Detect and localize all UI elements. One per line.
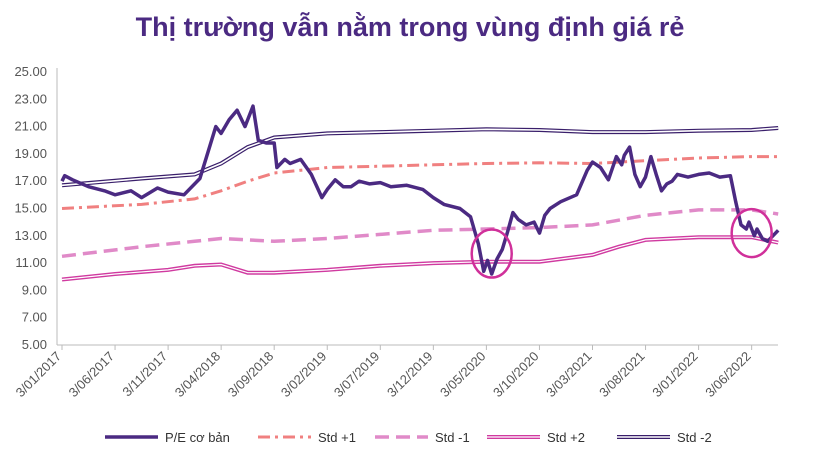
legend-label: Std -1 — [435, 430, 470, 445]
x-tick-label: 3/08/2021 — [596, 349, 648, 401]
y-tick-label: 25.00 — [14, 64, 47, 79]
y-tick-label: 21.00 — [14, 119, 47, 134]
x-tick-label: 3/03/2021 — [543, 349, 595, 401]
legend-item-std-plus1: Std +1 — [258, 430, 356, 445]
x-tick-labels: 3/01/2017 3/06/2017 3/11/2017 3/04/2018 3/09… — [13, 345, 754, 400]
legend-item-std-minus1: Std -1 — [375, 430, 470, 445]
legend-label: Std +1 — [318, 430, 356, 445]
x-tick-label: 3/11/2017 — [119, 349, 170, 400]
series-line-std-minus1 — [61, 208, 779, 259]
y-tick-label: 7.00 — [22, 310, 47, 325]
x-tick-label: 3/06/2017 — [66, 349, 118, 401]
series-line-std-minus2 — [61, 126, 779, 188]
chart-title: Thị trường vẫn nằm trong vùng định giá r… — [135, 12, 685, 42]
x-tick-label: 3/05/2020 — [437, 349, 489, 401]
y-tick-label: 23.00 — [14, 91, 47, 106]
x-tick-label: 3/09/2018 — [225, 349, 277, 401]
y-tick-labels: 25.00 23.00 21.00 19.00 17.00 15.00 13.00 11.00… — [14, 64, 47, 352]
y-tick-label: 17.00 — [14, 173, 47, 188]
y-tick-label: 5.00 — [22, 337, 47, 352]
x-tick-label: 3/01/2022 — [649, 349, 701, 401]
legend-label: Std +2 — [547, 430, 585, 445]
series-line-std-plus2 — [61, 235, 779, 282]
x-tick-label: 3/02/2019 — [278, 349, 330, 401]
x-tick-label: 3/12/2019 — [384, 349, 436, 401]
legend-item-pe: P/E cơ bản — [105, 430, 230, 445]
legend-item-std-plus2: Std +2 — [487, 430, 585, 445]
x-tick-label: 3/06/2022 — [702, 349, 754, 401]
series-line-pe — [60, 104, 780, 276]
x-tick-label: 3/10/2020 — [490, 349, 542, 401]
y-tick-label: 19.00 — [14, 146, 47, 161]
legend-item-std-minus2: Std -2 — [617, 430, 712, 445]
legend: P/E cơ bản Std +1 Std -1 Std +2 Std -2 — [105, 430, 712, 445]
y-tick-label: 13.00 — [14, 228, 47, 243]
highlight-circle — [470, 228, 513, 279]
annotation-layer — [470, 207, 773, 279]
legend-label: Std -2 — [677, 430, 712, 445]
legend-label: P/E cơ bản — [165, 430, 230, 445]
y-tick-label: 15.00 — [14, 201, 47, 216]
highlight-circle — [730, 207, 773, 259]
x-tick-label: 3/07/2019 — [331, 349, 383, 401]
series-layer — [60, 104, 780, 282]
y-tick-label: 9.00 — [22, 282, 47, 297]
x-tick-label: 3/04/2018 — [172, 349, 224, 401]
y-tick-label: 11.00 — [15, 255, 47, 270]
x-tick-label: 3/01/2017 — [13, 349, 65, 401]
